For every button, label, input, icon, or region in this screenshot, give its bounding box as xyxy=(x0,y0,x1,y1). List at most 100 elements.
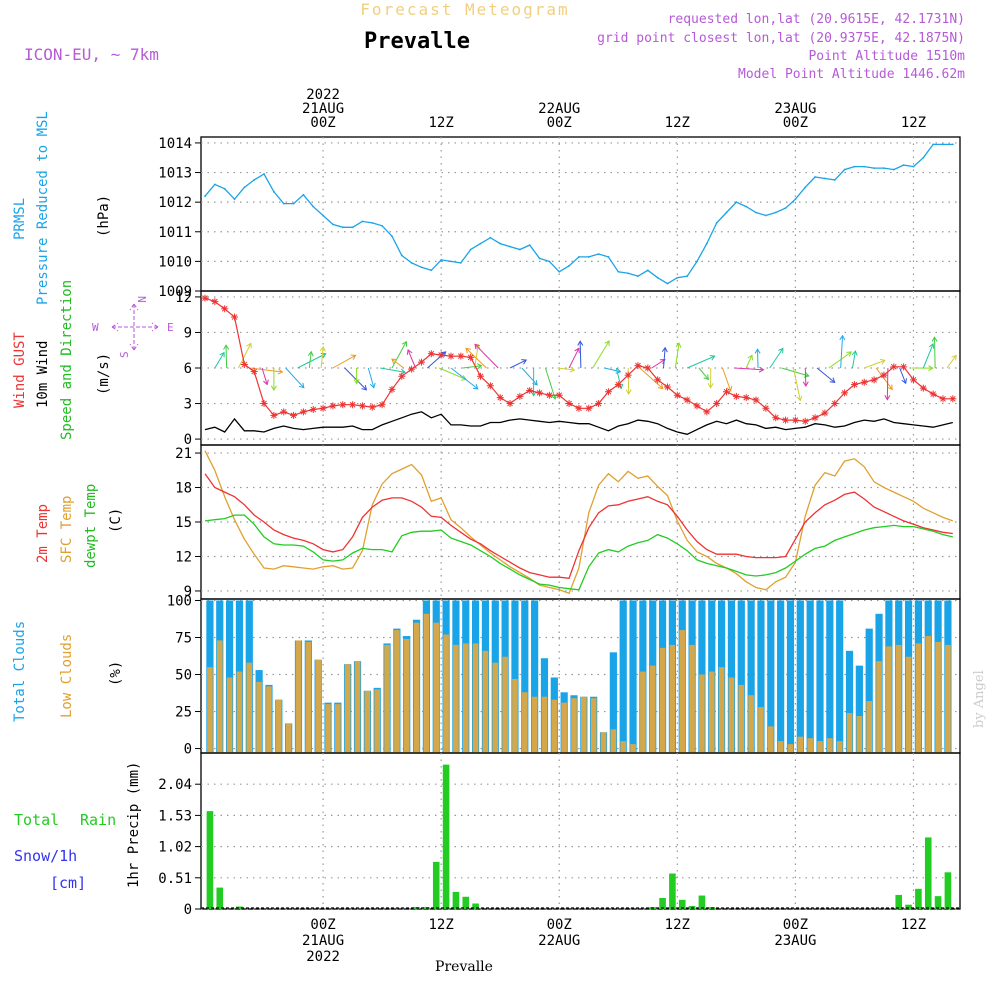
wind-arrow-shaft xyxy=(734,367,764,371)
y-tick-label: 0 xyxy=(184,902,192,918)
wind-arrow-shaft xyxy=(380,367,406,373)
wind-direction-arrow xyxy=(592,340,610,369)
rain-bar xyxy=(915,888,922,909)
gust-point xyxy=(408,365,416,373)
wind-arrow-head xyxy=(391,358,397,364)
rain-bar xyxy=(442,764,450,909)
gust-point xyxy=(801,417,809,425)
pressure-point xyxy=(558,270,561,273)
wind-arrow-head xyxy=(604,340,610,347)
pressure-point xyxy=(932,143,935,146)
wind-arrow-head xyxy=(829,377,836,384)
low-cloud-bar xyxy=(443,634,449,753)
wind-arrow-head xyxy=(353,379,360,385)
gust-point xyxy=(909,376,917,384)
gust-point xyxy=(791,416,799,424)
wind-arrow-head xyxy=(270,385,277,391)
wind-arrow-shaft xyxy=(509,359,527,369)
wind-direction-arrow xyxy=(651,359,666,369)
y-tick-label: 1010 xyxy=(158,254,192,270)
gust-point xyxy=(732,392,740,400)
pressure-point xyxy=(764,214,767,217)
low-cloud-bar xyxy=(935,641,941,753)
rain-bar xyxy=(236,906,243,909)
total-cloud-bar xyxy=(796,600,804,753)
wind-arrow-shaft xyxy=(745,355,753,369)
compass-w: W xyxy=(92,321,99,334)
wind-arrow-head xyxy=(298,382,305,389)
y-tick-label: 50 xyxy=(175,668,192,684)
wind-direction-arrow xyxy=(931,336,938,369)
low-cloud-bar xyxy=(817,741,823,753)
rain-bar xyxy=(216,887,224,909)
wind-arrow-head xyxy=(521,359,528,365)
y-tick-label: 12 xyxy=(175,549,192,565)
pressure-point xyxy=(784,207,787,209)
pressure-label: Pressure Reduced to MSL xyxy=(35,111,51,305)
gust-point xyxy=(240,360,248,368)
total-cloud-bar xyxy=(757,600,765,753)
wind-direction-arrow xyxy=(261,367,269,386)
gust-point xyxy=(644,364,652,372)
wind-arrow-shaft xyxy=(407,349,417,369)
wind-arrow-head xyxy=(219,351,225,358)
pressure-point xyxy=(302,193,305,196)
wind-arrow-shaft xyxy=(579,341,582,369)
low-cloud-bar xyxy=(610,729,617,753)
total-cloud-bar xyxy=(747,600,755,753)
wind-arrow-shaft xyxy=(592,340,610,369)
wind-arrow-shaft xyxy=(663,347,666,369)
low-cloud-bar xyxy=(905,656,912,753)
compass-s: S xyxy=(118,351,131,358)
wind-direction-arrow xyxy=(839,334,846,369)
pressure-point xyxy=(223,187,226,190)
pressure-point xyxy=(824,177,826,180)
wind-arrow-shaft xyxy=(261,367,268,385)
low-cloud-bar xyxy=(620,741,626,753)
gust-point xyxy=(211,298,219,306)
wind-direction-arrow xyxy=(353,367,360,385)
compass-e: E xyxy=(167,321,174,334)
low-cloud-label: Low Clouds xyxy=(59,634,75,718)
wind-arrow-shaft xyxy=(438,367,467,380)
gust-point xyxy=(919,384,927,392)
top-time-label: 23AUG xyxy=(774,101,816,117)
low-cloud-bar xyxy=(925,636,932,753)
pressure-point xyxy=(755,211,757,214)
total-cloud-bar xyxy=(767,600,775,753)
point-altitude: Point Altitude 1510m xyxy=(808,49,965,64)
gust-point xyxy=(516,392,524,400)
y-tick-label: 15 xyxy=(175,515,192,531)
low-cloud-bar xyxy=(522,692,528,753)
wind-arrow-shaft xyxy=(698,367,709,380)
wind-arrow-shaft xyxy=(792,367,801,401)
gust-point xyxy=(742,394,750,402)
wind-direction-arrow xyxy=(754,348,761,369)
wind-arrow-head xyxy=(574,347,580,354)
pressure-point xyxy=(646,269,649,272)
pressure-point xyxy=(942,143,944,146)
wind-arrow-shaft xyxy=(899,367,907,384)
y-tick-label: 21 xyxy=(175,446,192,462)
gust-point xyxy=(870,376,878,384)
requested-coords: requested lon,lat (20.9615E, 42.1731N) xyxy=(668,12,965,27)
panel-pressure: 1009 1010 1011 1012 1013 1014 xyxy=(158,136,961,300)
bottom-time-label: 21AUG xyxy=(302,933,344,949)
low-cloud-bar xyxy=(590,698,597,753)
panel-frame xyxy=(200,444,961,600)
rain-label-total: Total xyxy=(14,811,59,829)
wind-arrow-head xyxy=(901,378,908,385)
y-tick-label: 1.53 xyxy=(158,808,192,824)
wind-arrow-shaft xyxy=(250,367,283,373)
wind-arrow-shaft xyxy=(225,345,228,369)
low-cloud-bar xyxy=(630,744,636,753)
pressure-point xyxy=(597,253,600,255)
panel-precip: 0 0.51 1.02 1.53 2.04 xyxy=(158,752,961,918)
wind-arrow-head xyxy=(657,383,664,390)
low-cloud-bar xyxy=(325,704,331,753)
rain-bar xyxy=(206,811,214,909)
rain-bar xyxy=(698,895,706,909)
pressure-point xyxy=(656,276,659,279)
wind-direction-arrow xyxy=(884,367,891,401)
wind-arrow-head xyxy=(846,351,853,357)
